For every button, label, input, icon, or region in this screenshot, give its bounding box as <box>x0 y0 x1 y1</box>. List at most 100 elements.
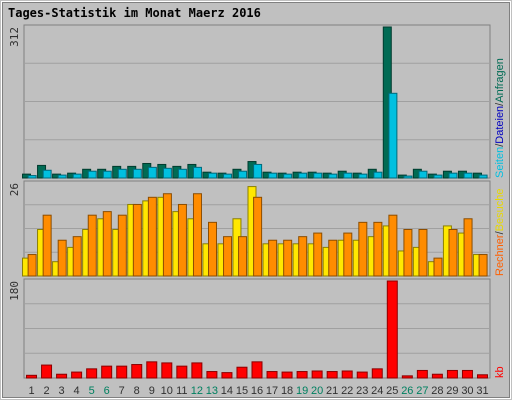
day-label-1: 1 <box>28 385 34 397</box>
bar-rechner-13 <box>208 221 218 277</box>
bar-rechner-17 <box>268 239 278 277</box>
bar-rechner-7 <box>117 214 127 277</box>
bar-rechner-1 <box>27 254 37 277</box>
day-label-10: 10 <box>161 385 173 397</box>
bar-kb-3 <box>56 373 68 379</box>
bar-kb-23 <box>356 371 368 379</box>
legend-top: Seiten/Dateien/Anfragen <box>494 58 506 178</box>
legend-top-entry: Seiten <box>494 147 506 178</box>
legend-bottom: kb <box>494 366 506 378</box>
bar-kb-7 <box>116 365 128 379</box>
bar-seiten-3 <box>57 174 67 179</box>
bar-seiten-8 <box>132 168 142 179</box>
bar-rechner-15 <box>238 236 248 277</box>
day-label-21: 21 <box>326 385 338 397</box>
bar-kb-1 <box>26 374 38 379</box>
bar-seiten-27 <box>418 170 428 179</box>
bar-rechner-8 <box>132 203 142 277</box>
legend-top-entry: Anfragen <box>494 58 506 103</box>
bar-rechner-27 <box>418 229 428 277</box>
bar-kb-21 <box>326 371 338 379</box>
bar-seiten-25 <box>388 92 398 179</box>
bar-seiten-10 <box>162 167 172 179</box>
day-label-31: 31 <box>476 385 488 397</box>
bar-seiten-20 <box>313 172 323 179</box>
panel-3: 180 <box>8 278 491 379</box>
bar-kb-9 <box>146 361 158 379</box>
bar-seiten-31 <box>478 174 488 179</box>
bar-rechner-12 <box>192 193 202 277</box>
bar-kb-24 <box>371 368 383 379</box>
bar-rechner-4 <box>72 236 82 277</box>
bar-seiten-26 <box>403 175 413 179</box>
bar-seiten-17 <box>268 172 278 179</box>
day-label-3: 3 <box>59 385 65 397</box>
bar-rechner-5 <box>87 214 97 277</box>
bar-seiten-13 <box>208 172 218 179</box>
bar-rechner-25 <box>388 214 398 277</box>
day-label-7: 7 <box>119 385 125 397</box>
legend-top-entry: / <box>494 102 506 106</box>
legend-middle-entry: Besuche <box>494 189 506 232</box>
bar-kb-4 <box>71 371 83 379</box>
bar-rechner-31 <box>478 254 488 277</box>
bar-seiten-18 <box>283 173 293 179</box>
bar-kb-13 <box>206 371 218 379</box>
bar-kb-16 <box>251 361 263 379</box>
x-axis-day-labels: 1 2 3 4 5 6 7 8 9 10 11 12 13 14 15 16 17 18 19 20 21 22 23 24 2… <box>28 385 488 397</box>
day-label-4: 4 <box>74 385 80 397</box>
bar-seiten-14 <box>223 173 233 179</box>
bar-seiten-29 <box>448 172 458 179</box>
legend-top-entry: Dateien <box>494 106 506 144</box>
bar-kb-18 <box>281 371 293 379</box>
day-label-25: 25 <box>386 385 398 397</box>
bar-kb-29 <box>446 369 458 379</box>
bar-rechner-6 <box>102 211 112 277</box>
day-label-24: 24 <box>371 385 383 397</box>
bar-seiten-21 <box>328 173 338 179</box>
legend-bottom-entry: kb <box>494 366 506 378</box>
bar-kb-19 <box>296 371 308 379</box>
day-label-5: 5 <box>89 385 95 397</box>
bar-seiten-12 <box>192 166 202 179</box>
bar-rechner-24 <box>373 221 383 277</box>
bar-kb-2 <box>41 364 53 379</box>
y-axis-max-label: 26 <box>8 183 21 196</box>
day-label-18: 18 <box>281 385 293 397</box>
bar-kb-11 <box>176 365 188 379</box>
day-label-29: 29 <box>446 385 458 397</box>
day-label-13: 13 <box>206 385 218 397</box>
bar-seiten-5 <box>87 170 97 179</box>
bar-rechner-16 <box>253 196 263 277</box>
day-label-28: 28 <box>431 385 443 397</box>
bar-seiten-11 <box>177 168 187 179</box>
bar-seiten-9 <box>147 166 157 179</box>
bar-rechner-9 <box>147 196 157 277</box>
bar-rechner-14 <box>223 236 233 277</box>
bar-seiten-16 <box>253 163 263 179</box>
bar-seiten-22 <box>343 172 353 179</box>
legend-middle: Rechner/Besuche <box>494 189 506 276</box>
bar-rechner-28 <box>433 257 443 277</box>
bar-rechner-30 <box>463 218 473 277</box>
bar-seiten-19 <box>298 172 308 179</box>
day-label-6: 6 <box>104 385 110 397</box>
day-label-2: 2 <box>43 385 49 397</box>
panel-2: 26 <box>8 180 491 277</box>
bar-kb-22 <box>341 370 353 379</box>
day-label-9: 9 <box>149 385 155 397</box>
bar-seiten-2 <box>42 169 52 179</box>
bar-kb-12 <box>191 362 203 379</box>
bar-seiten-7 <box>117 168 127 179</box>
day-label-14: 14 <box>221 385 233 397</box>
day-label-23: 23 <box>356 385 368 397</box>
day-label-20: 20 <box>311 385 323 397</box>
bar-rechner-22 <box>343 232 353 277</box>
bar-seiten-23 <box>358 173 368 179</box>
chart-panels: 312 26 180 <box>8 24 491 379</box>
chart-title: Tages-Statistik im Monat Maerz 2016 <box>8 6 261 20</box>
bar-seiten-1 <box>27 175 37 179</box>
day-label-15: 15 <box>236 385 248 397</box>
